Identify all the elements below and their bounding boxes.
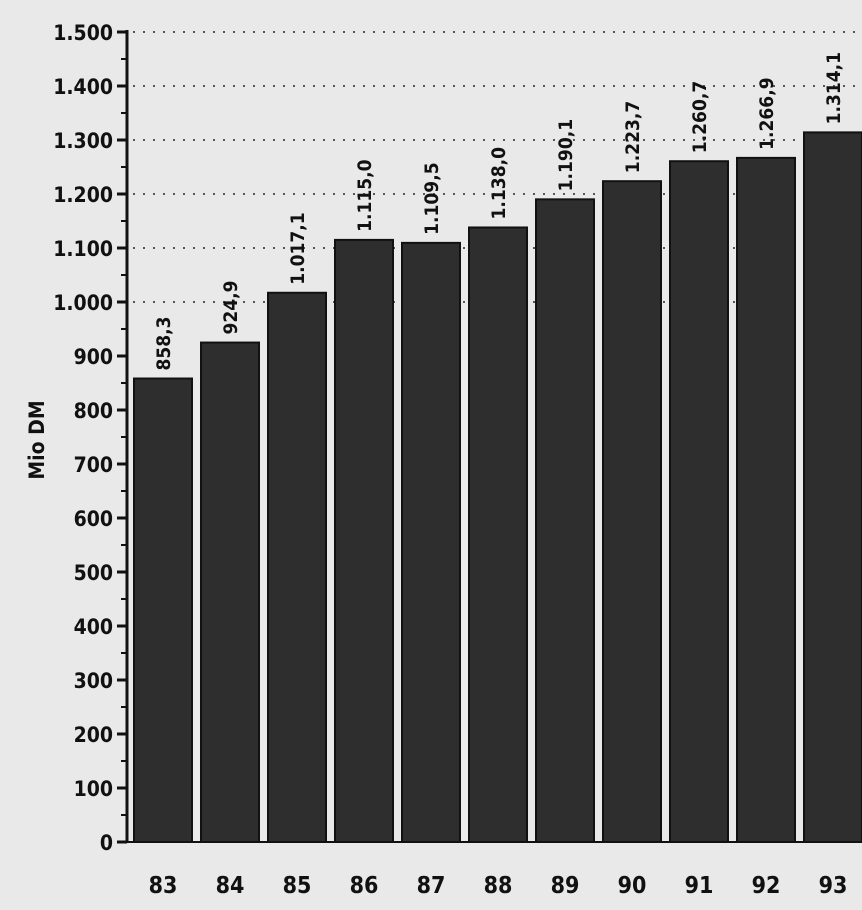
y-tick-label: 600	[74, 507, 113, 531]
x-tick-label: 92	[752, 873, 781, 899]
x-tick-label: 88	[484, 873, 513, 899]
x-tick-label: 84	[216, 873, 245, 899]
y-tick-label: 900	[74, 345, 113, 369]
y-axis-label: Mio DM	[25, 400, 49, 479]
bar	[736, 156, 796, 843]
x-tick-label: 93	[819, 873, 848, 899]
y-tick-label: 500	[74, 561, 113, 585]
y-tick-label: 300	[74, 669, 113, 693]
value-label: 1.266,9	[756, 77, 778, 149]
value-label: 924,9	[220, 280, 242, 334]
bar	[669, 160, 729, 844]
y-tick-label: 200	[74, 723, 113, 747]
y-tick-label: 1.300	[53, 129, 113, 153]
y-tick-label: 800	[74, 399, 113, 423]
bar	[267, 291, 327, 843]
x-tick-label: 83	[149, 873, 178, 899]
y-tick-label: 400	[74, 615, 113, 639]
x-tick-label: 90	[618, 873, 647, 899]
value-label: 1.017,1	[287, 212, 309, 284]
x-tick-label: 86	[350, 873, 379, 899]
y-tick-label: 1.100	[53, 237, 113, 261]
y-tick-label: 1.000	[53, 291, 113, 315]
x-tick-label: 87	[417, 873, 446, 899]
x-tick-label: 91	[685, 873, 714, 899]
value-label: 1.109,5	[421, 162, 443, 234]
bar	[334, 238, 394, 843]
bar	[401, 241, 461, 843]
bar	[602, 180, 662, 843]
bar	[200, 341, 260, 843]
bar	[535, 198, 595, 843]
value-label: 1.115,0	[354, 159, 376, 232]
y-tick-label: 1.200	[53, 183, 113, 207]
value-label: 1.190,1	[555, 119, 577, 191]
bars	[133, 131, 862, 844]
labels: 0 100 200 300 400 500 600 700 800 900 1.000 1.100 1.…	[53, 21, 847, 899]
y-tick-label: 700	[74, 453, 113, 477]
value-label: 1.314,1	[823, 52, 845, 124]
value-label: 1.260,7	[689, 81, 711, 153]
grid-lines	[133, 31, 862, 303]
x-tick-label: 89	[551, 873, 580, 899]
y-axis	[117, 30, 862, 844]
bar	[468, 226, 528, 844]
y-tick-label: 1.500	[53, 21, 113, 45]
y-tick-label: 1.400	[53, 75, 113, 99]
y-tick-label: 0	[100, 831, 113, 855]
value-label: 1.138,0	[488, 147, 510, 220]
bar	[803, 131, 862, 844]
value-label: 858,3	[153, 316, 175, 370]
y-tick-label: 100	[74, 777, 113, 801]
x-tick-label: 85	[283, 873, 312, 899]
bar	[133, 377, 193, 843]
value-label: 1.223,7	[622, 101, 644, 173]
